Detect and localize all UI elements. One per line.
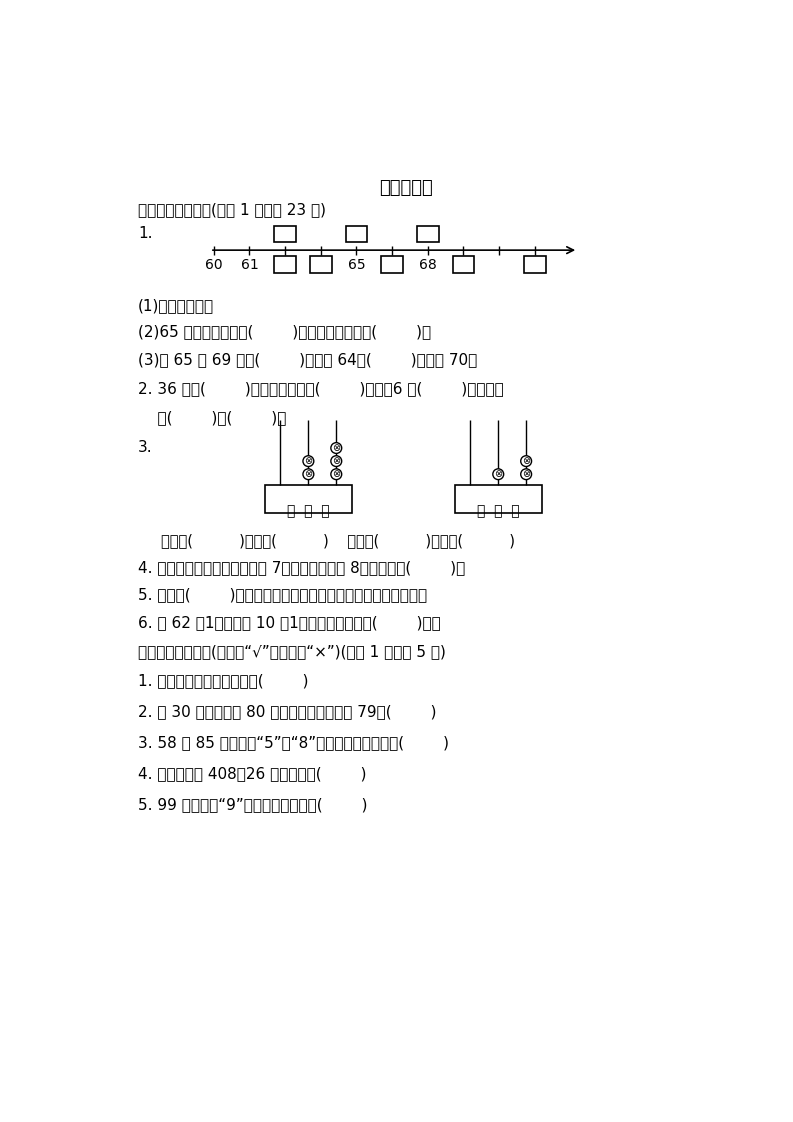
Bar — [274, 256, 296, 274]
Circle shape — [331, 456, 342, 467]
Circle shape — [331, 469, 342, 479]
Text: 2. 36 中的(        )在十位上，表示(        )个十，6 在(        )位上，表: 2. 36 中的( )在十位上，表示( )个十，6 在( )位上，表 — [138, 381, 504, 396]
Text: 1. 读数和写数都从高位起。(        ): 1. 读数和写数都从高位起。( ) — [138, 673, 308, 689]
Text: 期中检测卷: 期中检测卷 — [380, 180, 433, 197]
Text: ⊗: ⊗ — [305, 469, 312, 479]
Text: 6. 有 62 题1糖果，每 10 题1装一袋，可以装满(        )袋。: 6. 有 62 题1糖果，每 10 题1装一袋，可以装满( )袋。 — [138, 615, 441, 631]
Circle shape — [521, 456, 531, 467]
Text: 一、认真填一填。(每空 1 分，共 23 分): 一、认真填一填。(每空 1 分，共 23 分) — [138, 202, 326, 218]
Text: 百  十  个: 百 十 个 — [477, 504, 519, 518]
Text: 3. 58 和 85 都有数字“5”和“8”，所以它们一样大。(        ): 3. 58 和 85 都有数字“5”和“8”，所以它们一样大。( ) — [138, 735, 449, 751]
Text: ⊗: ⊗ — [332, 457, 340, 466]
Bar — [265, 485, 352, 513]
Text: 写作：(          )读作：(          )    写作：(          )读作：(          ): 写作：( )读作：( ) 写作：( )读作：( ) — [161, 533, 515, 549]
Text: 3.: 3. — [138, 440, 152, 454]
Bar — [453, 256, 474, 274]
Text: 5. 至少用(        )个完全相同的小正方形可以拼成一个大正方形。: 5. 至少用( )个完全相同的小正方形可以拼成一个大正方形。 — [138, 588, 427, 603]
Text: 61: 61 — [240, 258, 259, 272]
Text: ⊗: ⊗ — [494, 469, 502, 479]
Text: 60: 60 — [205, 258, 223, 272]
Bar — [381, 256, 403, 274]
Text: 5. 99 中的两个“9”表示的意义一样。(        ): 5. 99 中的两个“9”表示的意义一样。( ) — [138, 797, 367, 812]
Text: ⊗: ⊗ — [332, 443, 340, 453]
Bar — [346, 226, 367, 242]
Text: 2. 比 30 多得多，比 80 少一些的数，一定是 79。(        ): 2. 比 30 多得多，比 80 少一些的数，一定是 79。( ) — [138, 705, 436, 719]
Circle shape — [303, 469, 314, 479]
Text: 示(        )个(        )。: 示( )个( )。 — [138, 411, 286, 425]
Text: (2)65 前面的一个数是(        )，后面的一个数是(        )。: (2)65 前面的一个数是( )，后面的一个数是( )。 — [138, 324, 431, 339]
Circle shape — [331, 443, 342, 453]
Bar — [455, 485, 542, 513]
Circle shape — [303, 456, 314, 467]
Circle shape — [521, 469, 531, 479]
Text: (3)在 65 和 69 中，(        )更接近 64，(        )更接近 70。: (3)在 65 和 69 中，( )更接近 64，( )更接近 70。 — [138, 352, 477, 367]
Bar — [417, 226, 439, 242]
Bar — [310, 256, 331, 274]
Bar — [274, 226, 296, 242]
Text: 二、智慧轨一轨。(对的画“√”，错的画“×”)(每题 1 分，共 5 分): 二、智慧轨一轨。(对的画“√”，错的画“×”)(每题 1 分，共 5 分) — [138, 644, 446, 660]
Text: 68: 68 — [419, 258, 437, 272]
Text: 65: 65 — [347, 258, 366, 272]
Text: (1)按顺序填数。: (1)按顺序填数。 — [138, 297, 214, 313]
Text: 百  十  个: 百 十 个 — [287, 504, 330, 518]
Bar — [524, 256, 546, 274]
Text: ⊗: ⊗ — [522, 469, 531, 479]
Text: 1.: 1. — [138, 226, 152, 240]
Circle shape — [492, 469, 504, 479]
Text: ⊗: ⊗ — [522, 457, 531, 466]
Text: ⊗: ⊗ — [332, 469, 340, 479]
Text: ⊗: ⊗ — [305, 457, 312, 466]
Text: 4. 四十八写作 408，26 读作二六。(        ): 4. 四十八写作 408，26 读作二六。( ) — [138, 766, 366, 781]
Text: 4. 一个两位数，十位上的数是 7，个位上的数是 8，这个数是(        )。: 4. 一个两位数，十位上的数是 7，个位上的数是 8，这个数是( )。 — [138, 560, 465, 574]
